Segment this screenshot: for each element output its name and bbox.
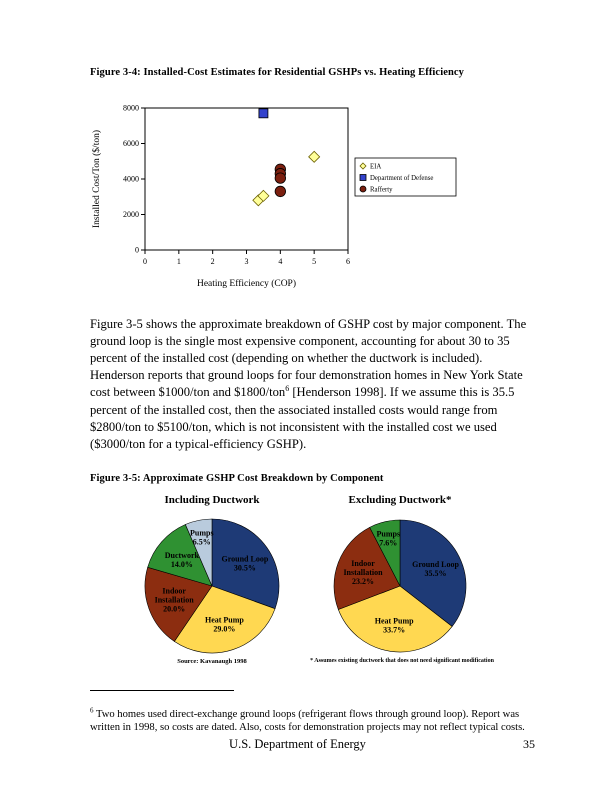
data-point-diamond xyxy=(308,150,321,163)
x-tick-label: 2 xyxy=(211,257,215,266)
pie-slice-label: 35.5% xyxy=(425,569,447,578)
plot-area xyxy=(144,107,349,251)
pie-title-including-ductwork: Including Ductwork xyxy=(164,494,260,506)
pie-slice-label: Installation xyxy=(343,568,383,577)
legend-label: Department of Defense xyxy=(370,175,433,182)
pie-slice-label: 30.5% xyxy=(234,563,256,572)
pie-slice-label: Ground Loop xyxy=(222,554,269,563)
x-tick-label: 3 xyxy=(245,257,249,266)
x-tick-label: 4 xyxy=(278,257,282,266)
paragraph-text-continued: [Henderson 1998]. If we assume this is 3… xyxy=(90,385,515,452)
y-tick-label: 8000 xyxy=(123,104,139,113)
x-tick-label: 0 xyxy=(143,257,147,266)
pie-slice-label: 23.2% xyxy=(352,577,374,586)
legend-box xyxy=(354,157,457,197)
body-paragraph: Figure 3-5 shows the approximate breakdo… xyxy=(90,316,527,454)
x-tick-label: 6 xyxy=(346,257,350,266)
pie-slice-label: 6.5% xyxy=(193,537,211,546)
pie-slice xyxy=(333,526,401,610)
pie-slice-label: Ground Loop xyxy=(412,560,459,569)
data-point-square xyxy=(258,108,269,119)
pie-slice xyxy=(337,585,453,653)
pie-slice xyxy=(173,585,276,654)
y-tick-label: 4000 xyxy=(123,175,139,184)
figure-3-5-title: Figure 3-5: Approximate GSHP Cost Breakd… xyxy=(90,473,384,484)
pie-slice-label: Pumps xyxy=(190,528,214,537)
data-point-circle xyxy=(359,185,367,193)
pie-slice-label: 20.0% xyxy=(163,605,185,614)
paragraph-text: Figure 3-5 shows the approximate breakdo… xyxy=(90,316,527,400)
figure-3-4-title: Figure 3-4: Installed-Cost Estimates for… xyxy=(90,67,465,78)
y-tick-label: 2000 xyxy=(123,210,139,219)
x-tick-label: 5 xyxy=(312,257,316,266)
pie-slice xyxy=(147,524,213,587)
pie-slice-label: Heat Pump xyxy=(205,616,244,625)
pie-slice-label: 14.0% xyxy=(171,560,193,569)
data-point-circle xyxy=(274,185,286,198)
y-axis-label: Installed Cost/Ton ($/ton) xyxy=(91,130,102,228)
legend-label: EIA xyxy=(370,164,381,171)
pie-title-excluding-ductwork: Excluding Ductwork* xyxy=(348,494,452,506)
footer-text: U.S. Department of Energy xyxy=(229,737,366,751)
footnote: 6 Two homes used direct-exchange ground … xyxy=(90,706,527,735)
y-tick-label: 0 xyxy=(135,246,139,255)
pie-slice xyxy=(369,519,401,587)
footnote-divider xyxy=(90,690,234,691)
data-point-diamond xyxy=(359,162,367,170)
pie-slice-label: Ductwork xyxy=(165,551,200,560)
pie-slice xyxy=(399,519,467,627)
data-point-circle xyxy=(274,172,286,184)
data-point-diamond xyxy=(257,189,270,202)
pie-source-note: Source: Kavanaugh 1998 xyxy=(177,658,247,665)
pie-slice-label: Indoor xyxy=(351,559,375,568)
page-number: 35 xyxy=(523,737,535,751)
pie-slice xyxy=(144,566,213,642)
x-tick-label: 1 xyxy=(177,257,181,266)
pie-slice-label: Pumps xyxy=(377,529,401,538)
scatter-chart: 0 2000 4000 6000 8000 0 1 2 3 4 5 6 Installed Cost/T… xyxy=(91,104,457,289)
pie-asterisk-note: * Assumes existing ductwork that does no… xyxy=(310,658,494,664)
pie-slice xyxy=(184,518,213,587)
footnote-marker: 6 xyxy=(90,706,94,715)
footnote-text: Two homes used direct-exchange ground lo… xyxy=(90,708,525,734)
pie-slice-label: Indoor xyxy=(162,587,186,596)
pie-slice-label: 33.7% xyxy=(383,626,405,635)
pie-slice-label: Installation xyxy=(155,596,195,605)
pie-slice-label: 29.0% xyxy=(213,625,235,634)
y-tick-label: 6000 xyxy=(123,139,139,148)
footnote-reference: 6 xyxy=(285,384,290,394)
x-axis-label: Heating Efficiency (COP) xyxy=(197,278,296,289)
legend-label: Rafferty xyxy=(370,187,393,194)
pie-slice-label: Heat Pump xyxy=(375,617,414,626)
pie-slice-label: 7.6% xyxy=(379,538,397,547)
pie-slice xyxy=(211,518,280,610)
data-point-square xyxy=(359,174,367,181)
